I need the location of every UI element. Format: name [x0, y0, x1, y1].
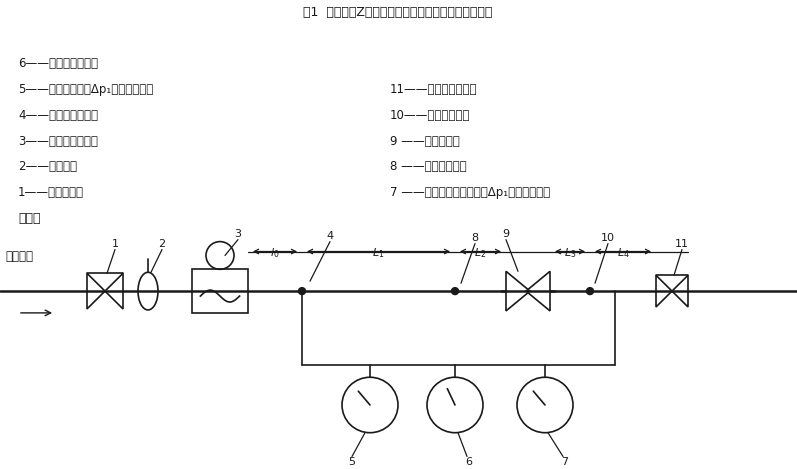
Circle shape: [587, 287, 594, 295]
Text: 9 ——试验阀门；: 9 ——试验阀门；: [390, 135, 460, 148]
Circle shape: [342, 377, 398, 433]
Text: $L_2$: $L_2$: [474, 247, 487, 260]
Text: 5——直管段差压（Δp₁）测量仪表；: 5——直管段差压（Δp₁）测量仪表；: [18, 83, 153, 96]
Text: 10: 10: [601, 233, 615, 242]
Text: 2——温度计；: 2——温度计；: [18, 160, 77, 174]
Text: 压力水源: 压力水源: [5, 250, 33, 264]
Text: 4: 4: [327, 231, 334, 241]
Circle shape: [517, 377, 573, 433]
Text: 1: 1: [112, 239, 119, 249]
Text: 3——流量测量仪表；: 3——流量测量仪表；: [18, 135, 98, 148]
Circle shape: [451, 287, 458, 295]
Text: 7 ——试验阀门管段差压（Δp₁）测量仪表；: 7 ——试验阀门管段差压（Δp₁）测量仪表；: [390, 186, 550, 199]
Text: 2: 2: [159, 239, 166, 249]
Text: 说明：: 说明：: [18, 212, 41, 225]
Text: 11——下游调节阀门。: 11——下游调节阀门。: [390, 83, 477, 96]
Bar: [192, 269, 248, 313]
Text: 6——压力测量仪表；: 6——压力测量仪表；: [18, 57, 98, 70]
Text: $l_0$: $l_0$: [270, 247, 280, 260]
Text: 5: 5: [348, 457, 355, 468]
Text: $L_1$: $L_1$: [372, 247, 385, 260]
Text: $L_4$: $L_4$: [617, 247, 630, 260]
Text: 8 ——上游取压孔；: 8 ——上游取压孔；: [390, 160, 466, 174]
Text: 4——直管段取压孔；: 4——直管段取压孔；: [18, 109, 98, 122]
Text: 9: 9: [502, 228, 509, 239]
Circle shape: [427, 377, 483, 433]
Text: 1——上游阀门；: 1——上游阀门；: [18, 186, 84, 199]
Text: 7: 7: [561, 457, 568, 468]
Circle shape: [299, 287, 305, 295]
Text: 11: 11: [675, 239, 689, 249]
Text: $L_3$: $L_3$: [563, 247, 576, 260]
Text: 10——下游取压孔；: 10——下游取压孔；: [390, 109, 470, 122]
Text: 8: 8: [472, 233, 478, 242]
Text: 图1  直通式或Z形连接试验阀门的典型试验系统布置图: 图1 直通式或Z形连接试验阀门的典型试验系统布置图: [304, 6, 493, 19]
Text: 3: 3: [234, 228, 241, 239]
Text: 6: 6: [465, 457, 473, 468]
